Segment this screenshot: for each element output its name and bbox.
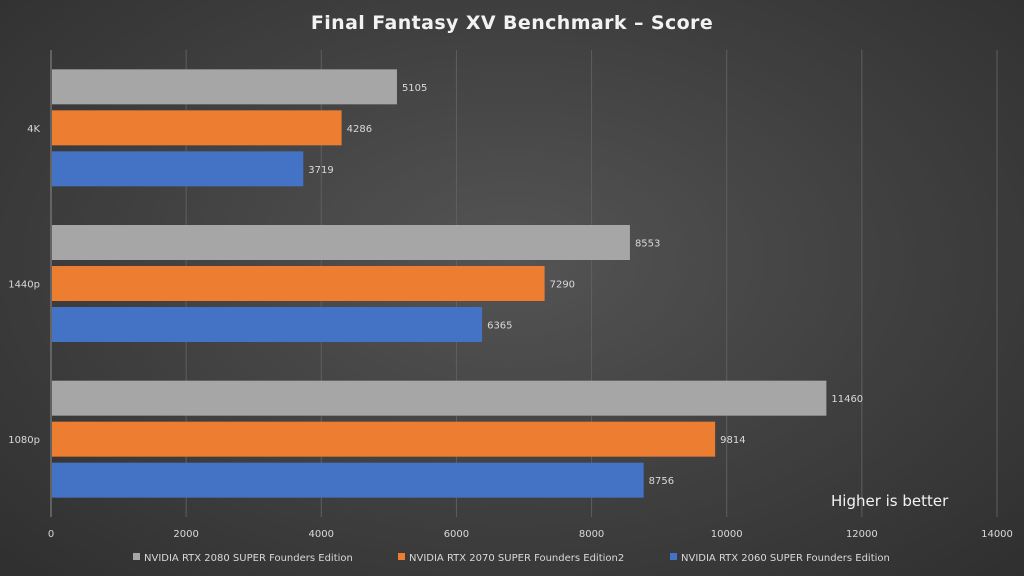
data-label: 6365: [487, 321, 512, 332]
bar: [52, 266, 545, 301]
category-label: 1440p: [8, 280, 40, 291]
legend-label: NVIDIA RTX 2080 SUPER Founders Edition: [144, 553, 353, 564]
bar: [52, 69, 397, 105]
bar: [52, 380, 827, 416]
legend-label: NVIDIA RTX 2070 SUPER Founders Edition2: [409, 553, 624, 564]
data-label: 7290: [550, 280, 575, 291]
category-label: 4K: [27, 124, 40, 135]
x-tick-label: 14000: [981, 529, 1013, 540]
legend-label: NVIDIA RTX 2060 SUPER Founders Edition: [681, 553, 890, 564]
legend-swatch: [133, 553, 140, 560]
data-label: 8756: [649, 476, 674, 487]
bar: [52, 225, 630, 260]
category-label: 1080p: [8, 435, 40, 446]
data-label: 3719: [308, 165, 333, 176]
bar: [52, 421, 716, 457]
x-tick-label: 12000: [846, 529, 878, 540]
data-label: 11460: [831, 394, 863, 405]
x-tick-label: 10000: [711, 529, 743, 540]
bar: [52, 307, 483, 342]
x-tick-label: 6000: [444, 529, 469, 540]
legend-swatch: [670, 553, 677, 560]
chart-title: Final Fantasy XV Benchmark – Score: [311, 12, 713, 34]
bar: [52, 462, 644, 498]
bar: [52, 151, 304, 187]
legend-swatch: [398, 553, 405, 560]
data-label: 5105: [402, 83, 427, 94]
data-labels: 5105 4286 3719 8553 7290 6365 11460 9814 8756: [308, 83, 863, 487]
category-labels: 4K 1440p 1080p: [8, 124, 40, 446]
legend: NVIDIA RTX 2080 SUPER Founders Edition NV…: [133, 553, 890, 564]
higher-is-better-note: Higher is better: [831, 492, 949, 510]
x-tick-label: 0: [48, 529, 54, 540]
x-axis-ticks: 0 2000 4000 6000 8000 10000 12000 14000: [48, 529, 1013, 540]
data-label: 4286: [347, 124, 372, 135]
x-tick-label: 8000: [579, 529, 604, 540]
bars: [52, 69, 827, 498]
x-tick-label: 2000: [173, 529, 198, 540]
x-tick-label: 4000: [309, 529, 334, 540]
data-label: 8553: [635, 239, 660, 250]
bar: [52, 110, 342, 146]
data-label: 9814: [720, 435, 745, 446]
